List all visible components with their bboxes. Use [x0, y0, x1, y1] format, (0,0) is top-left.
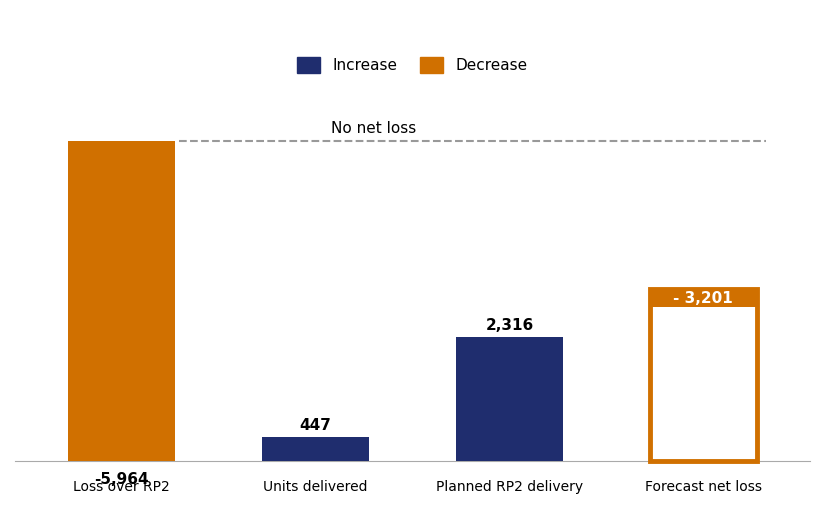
Bar	[262, 437, 369, 462]
Bar	[650, 289, 757, 306]
Bar	[68, 141, 175, 462]
Legend: Increase, Decrease: Increase, Decrease	[291, 51, 534, 79]
Text: -5,964: -5,964	[94, 472, 149, 487]
Text: 2,316: 2,316	[485, 317, 534, 333]
Bar	[456, 337, 563, 462]
Text: 447: 447	[299, 418, 332, 433]
Text: No net loss: No net loss	[331, 121, 417, 136]
Bar	[650, 289, 757, 462]
Text: - 3,201: - 3,201	[673, 290, 733, 305]
